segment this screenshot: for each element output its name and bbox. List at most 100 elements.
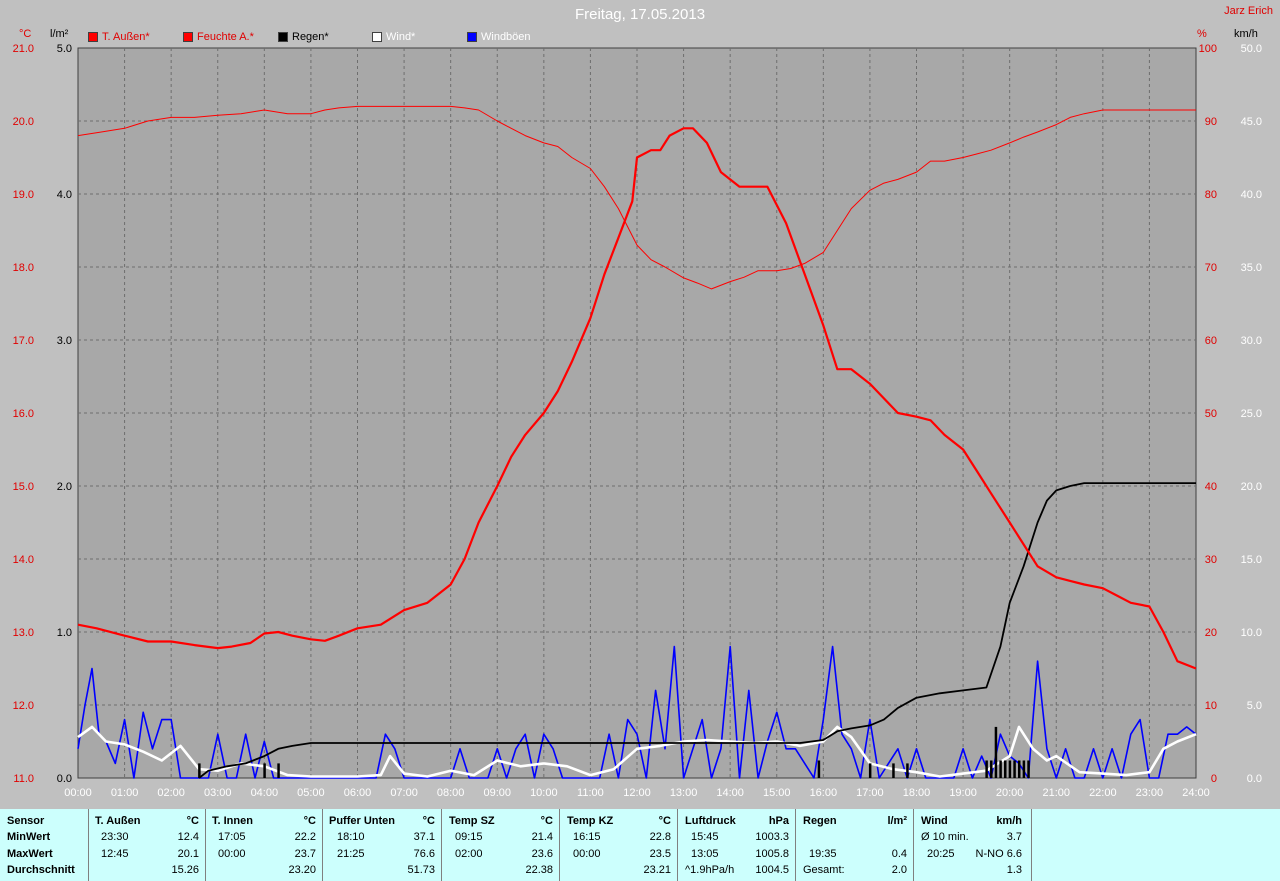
x-tick-label: 14:00 <box>716 787 744 799</box>
stats-header: Regen <box>803 815 837 827</box>
stats-unit: °C <box>540 815 553 827</box>
x-tick-label: 00:00 <box>64 787 92 799</box>
stats-unit: °C <box>658 815 671 827</box>
stats-time: 02:00 <box>455 848 483 860</box>
stats-time: 16:15 <box>573 831 601 843</box>
legend-item-feuchte: Feuchte A.* <box>183 31 254 43</box>
stats-value: 12.4 <box>177 831 199 843</box>
stats-row-label: Durchschnitt <box>7 864 75 876</box>
wind-tick-label: 35.0 <box>1241 262 1262 274</box>
stats-time: 12:45 <box>101 848 129 860</box>
temp-tick-label: 20.0 <box>13 116 34 128</box>
stats-unit: °C <box>186 815 199 827</box>
x-tick-label: 24:00 <box>1182 787 1210 799</box>
x-tick-label: 22:00 <box>1089 787 1117 799</box>
series-regen <box>198 482 1196 779</box>
stats-value: N-NO 6.6 <box>975 848 1022 860</box>
rain-bar <box>892 763 895 778</box>
rain-tick-label: 3.0 <box>57 335 72 347</box>
stats-header: Temp KZ <box>567 815 614 827</box>
temp-tick-label: 12.0 <box>13 700 34 712</box>
x-tick-label: 18:00 <box>903 787 931 799</box>
stats-header: Temp SZ <box>449 815 495 827</box>
stats-unit: °C <box>303 815 316 827</box>
x-tick-label: 21:00 <box>1042 787 1070 799</box>
humidity-tick-label: 50 <box>1205 408 1217 420</box>
x-tick-label: 12:00 <box>623 787 651 799</box>
temp-tick-label: 19.0 <box>13 189 34 201</box>
x-tick-label: 11:00 <box>577 787 604 799</box>
humidity-tick-label: 80 <box>1205 189 1217 201</box>
stats-col-temp-sz: Temp SZ °C 09:15 21.4 02:00 23.6 22.38 <box>441 809 560 881</box>
legend-swatch <box>372 32 382 43</box>
x-tick-label: 09:00 <box>483 787 511 799</box>
rain-bar <box>277 763 280 778</box>
stats-value: 23.6 <box>531 848 553 860</box>
stats-value: 22.2 <box>294 831 316 843</box>
wind-tick-label: 20.0 <box>1241 481 1262 493</box>
legend-swatch <box>467 32 477 43</box>
humidity-tick-label: 0 <box>1211 773 1217 785</box>
rain-bar <box>868 763 872 778</box>
legend-label: Wind* <box>386 31 416 43</box>
rain-bar <box>990 760 993 778</box>
wind-tick-label: 0.0 <box>1247 773 1262 785</box>
stats-row-label: MinWert <box>7 831 51 843</box>
stats-value: 37.1 <box>413 831 435 843</box>
rain-bar <box>906 763 909 778</box>
legend-swatch <box>278 32 288 43</box>
stats-col-regen: Regen l/m² 19:35 0.4 Gesamt: 2.0 <box>795 809 914 881</box>
series-feuchte <box>77 105 1196 290</box>
x-tick-label: 05:00 <box>297 787 325 799</box>
stats-col-luftdruck: Luftdruck hPa 15:45 1003.3 13:05 1005.8 … <box>677 809 796 881</box>
legend-label: Windböen <box>481 31 531 43</box>
stats-value: 15.26 <box>171 864 199 876</box>
x-tick-label: 15:00 <box>763 787 791 799</box>
left-temp-unit: °C <box>19 28 32 40</box>
stats-value: 23.20 <box>288 864 316 876</box>
stats-value: 23.21 <box>643 864 671 876</box>
stats-header: Puffer Unten <box>329 815 395 827</box>
wind-tick-label: 15.0 <box>1241 554 1262 566</box>
temp-tick-label: 16.0 <box>13 408 34 420</box>
stats-value: 3.7 <box>1006 831 1022 843</box>
rain-tick-label: 4.0 <box>57 189 72 201</box>
stats-value: 1005.8 <box>755 848 789 860</box>
humidity-tick-label: 40 <box>1205 481 1217 493</box>
x-tick-label: 04:00 <box>251 787 279 799</box>
chart-canvas: 11.0 12.0 13.0 14.0 15.0 16.0 17.0 18.0 19.0 20.0… <box>13 43 1262 799</box>
stats-total-label: Gesamt: <box>803 864 845 876</box>
temp-tick-label: 11.0 <box>13 773 34 785</box>
stats-col-sensor: Sensor MinWert MaxWert Durchschnitt <box>0 809 88 881</box>
temp-tick-label: 15.0 <box>13 481 34 493</box>
legend-swatch <box>88 32 98 43</box>
stats-col-t-aussen: T. Außen °C 23:30 12.4 12:45 20.1 15.26 <box>88 809 206 881</box>
stats-col-wind: Wind km/h Ø 10 min. 3.7 20:25 N-NO 6.6 1… <box>913 809 1032 881</box>
temp-tick-label: 18.0 <box>13 262 34 274</box>
stats-header: Sensor <box>7 815 45 827</box>
x-tick-label: 17:00 <box>856 787 884 799</box>
stats-time: Ø 10 min. <box>921 831 969 843</box>
stats-unit: km/h <box>996 815 1022 827</box>
stats-time: 17:05 <box>218 831 246 843</box>
stats-value: 51.73 <box>407 864 435 876</box>
rain-bar <box>198 763 201 778</box>
stats-trend: ^1.9hPa/h <box>685 864 735 876</box>
temp-tick-label: 14.0 <box>13 554 34 566</box>
stats-value: 22.8 <box>649 831 671 843</box>
rain-bar <box>985 760 988 778</box>
x-tick-label: 13:00 <box>670 787 698 799</box>
rain-bar <box>263 763 266 778</box>
stats-time: 18:10 <box>337 831 365 843</box>
stats-value: 1.3 <box>1006 864 1022 876</box>
wind-tick-label: 45.0 <box>1241 116 1262 128</box>
x-tick-label: 20:00 <box>996 787 1024 799</box>
legend-item-wind: Wind* <box>372 31 415 43</box>
x-tick-label: 07:00 <box>390 787 418 799</box>
left-rain-unit: l/m² <box>50 28 69 40</box>
rain-bar <box>1008 760 1012 778</box>
rain-bar <box>1013 760 1016 778</box>
wind-tick-label: 30.0 <box>1241 335 1262 347</box>
rain-bar <box>1027 760 1030 778</box>
x-tick-label: 10:00 <box>530 787 558 799</box>
